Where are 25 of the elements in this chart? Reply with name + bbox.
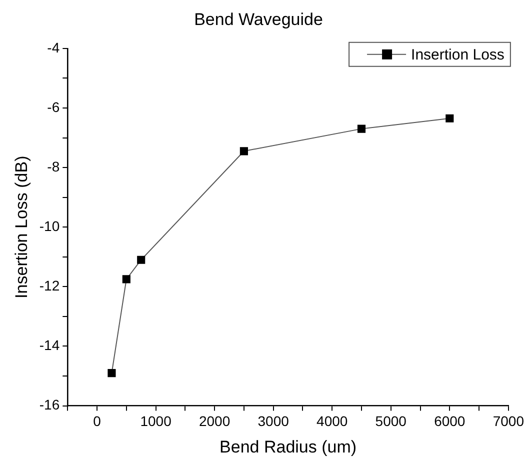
x-tick-label: 5000 [375,413,407,430]
y-tick-label: -8 [47,158,60,174]
x-tick-label: 1000 [140,413,172,430]
y-tick-label: -16 [39,396,60,413]
x-tick-label: 2000 [198,413,230,430]
chart-title: Bend Waveguide [194,10,323,29]
point [357,124,366,133]
x-tick-label: 4000 [316,413,348,430]
y-tick-label: -10 [39,218,60,234]
y-tick-label: -12 [39,278,60,294]
legend-label: Insertion Loss [411,46,504,64]
x-axis-title: Bend Radius (um) [220,437,357,456]
point [108,369,116,378]
point [446,114,454,122]
x-tick-label: 7000 [492,413,524,430]
y-tick-label: -14 [39,337,60,354]
point [137,256,146,264]
x-tick-label: 6000 [434,413,466,430]
x-tick-label: 3000 [258,413,290,430]
point [240,147,248,156]
y-tick-label: -6 [47,98,60,115]
point [122,275,130,284]
y-axis-title: Insertion Loss (dB) [12,156,31,298]
y-tick-label: -4 [47,39,60,56]
x-tick-label: 0 [93,413,102,430]
